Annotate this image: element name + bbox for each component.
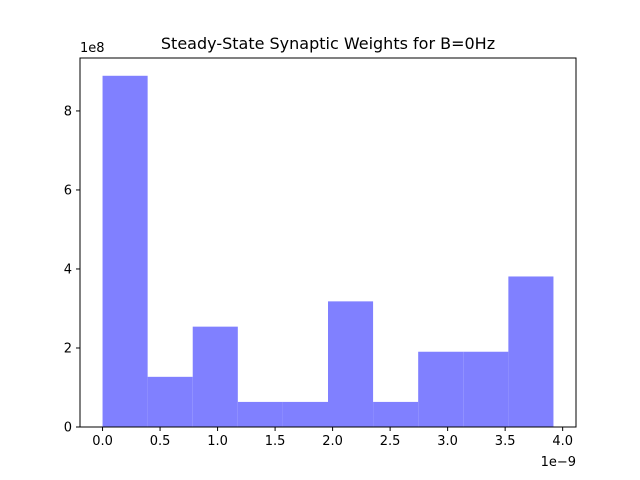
histogram-bar-2 xyxy=(147,376,193,427)
y-tick-label: 6 xyxy=(64,183,72,198)
x-offset-label: 1e−9 xyxy=(541,455,576,470)
x-tick-label: 4.0 xyxy=(552,434,573,449)
x-tick-label: 2.0 xyxy=(322,434,343,449)
x-axis: 0.0 0.5 1.0 1.5 2.0 2.5 3.0 3.5 4.0 xyxy=(92,427,573,449)
x-tick-label: 3.5 xyxy=(495,434,516,449)
plot-frame xyxy=(79,57,577,428)
y-offset-label: 1e8 xyxy=(80,41,105,56)
histogram-bar-6 xyxy=(328,301,374,427)
chart-title: Steady-State Synaptic Weights for B=0Hz xyxy=(161,34,495,53)
histogram-bar-10 xyxy=(508,276,554,427)
histogram-bar-8 xyxy=(418,351,464,427)
x-tick-label: 1.0 xyxy=(207,434,228,449)
x-tick-label: 3.0 xyxy=(437,434,458,449)
x-tick-label: 0.0 xyxy=(92,434,113,449)
y-axis: 0 2 4 6 8 xyxy=(64,104,80,436)
histogram-bar-7 xyxy=(373,401,419,427)
y-tick-label: 2 xyxy=(64,341,72,356)
y-tick-label: 0 xyxy=(64,421,72,436)
x-tick-label: 1.5 xyxy=(265,434,286,449)
histogram-bar-4 xyxy=(237,401,283,427)
histogram-bar-3 xyxy=(192,326,238,427)
histogram-bar-1 xyxy=(102,75,148,427)
histogram-bar-9 xyxy=(463,351,509,427)
y-tick-label: 4 xyxy=(64,262,72,277)
x-tick-label: 0.5 xyxy=(150,434,171,449)
histogram-bar-5 xyxy=(282,401,328,427)
bars-group xyxy=(102,75,554,427)
x-tick-label: 2.5 xyxy=(380,434,401,449)
y-tick-label: 8 xyxy=(64,104,72,119)
